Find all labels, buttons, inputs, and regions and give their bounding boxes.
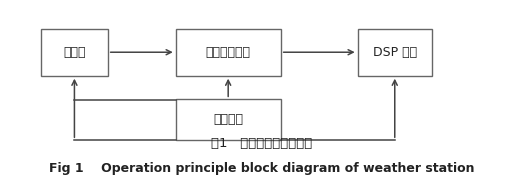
Bar — [176, 29, 281, 76]
Bar — [358, 29, 432, 76]
Text: DSP 系统: DSP 系统 — [373, 46, 417, 59]
Text: 信号调理电路: 信号调理电路 — [206, 46, 251, 59]
Text: 传感器: 传感器 — [63, 46, 86, 59]
Text: Fig 1    Operation principle block diagram of weather station: Fig 1 Operation principle block diagram … — [49, 162, 474, 175]
Text: 电源模块: 电源模块 — [213, 113, 243, 126]
Bar — [176, 99, 281, 140]
Bar — [41, 29, 108, 76]
Text: 图1   气象站工作原理框图: 图1 气象站工作原理框图 — [211, 137, 312, 150]
